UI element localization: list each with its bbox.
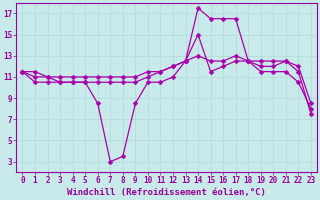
X-axis label: Windchill (Refroidissement éolien,°C): Windchill (Refroidissement éolien,°C) bbox=[67, 188, 266, 197]
